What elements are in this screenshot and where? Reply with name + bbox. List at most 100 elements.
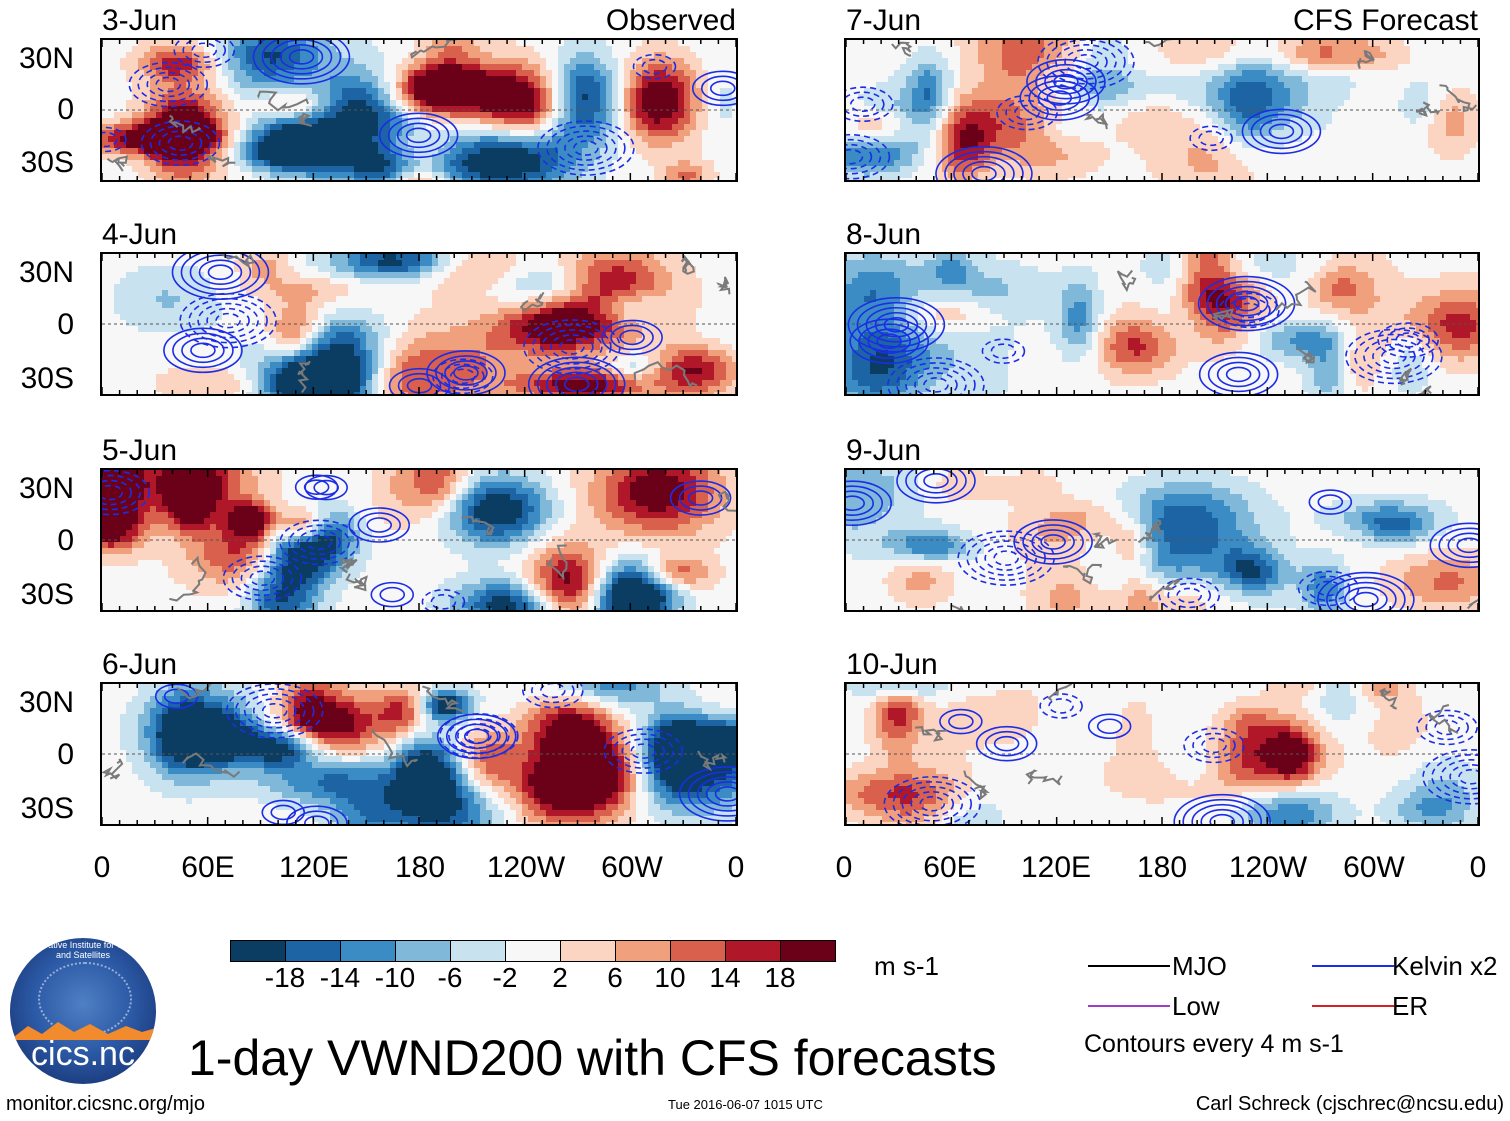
heatmap-cell — [204, 380, 211, 387]
heatmap-cell — [684, 154, 691, 161]
lat-label-eq-row4: 0 — [4, 740, 74, 770]
heatmap-cell — [474, 344, 481, 351]
heatmap-cell — [654, 82, 661, 89]
heatmap-cell — [702, 356, 709, 363]
heatmap-cell — [366, 58, 373, 65]
heatmap-cell — [444, 362, 451, 369]
heatmap-cell — [264, 46, 271, 53]
heatmap-cell — [186, 46, 193, 53]
heatmap-cell — [690, 308, 697, 315]
heatmap-cell — [348, 362, 355, 369]
heatmap-cell — [450, 178, 457, 180]
heatmap-cell — [672, 356, 679, 363]
heatmap-cell — [666, 362, 673, 369]
heatmap-cell — [444, 278, 451, 285]
heatmap-cell — [648, 290, 655, 297]
heatmap-cell — [408, 94, 415, 101]
heatmap-cell — [414, 314, 421, 321]
heatmap-cell — [660, 172, 667, 179]
heatmap-cell — [114, 290, 121, 297]
heatmap-cell — [396, 260, 403, 267]
heatmap-cell — [174, 106, 181, 113]
heatmap-cell — [438, 308, 445, 315]
heatmap-cell — [516, 308, 523, 315]
heatmap-cell — [330, 142, 337, 149]
heatmap-cell — [354, 308, 361, 315]
heatmap-cell — [288, 332, 295, 339]
heatmap-cell — [306, 260, 313, 267]
heatmap-cell — [354, 172, 361, 179]
heatmap-cell — [264, 344, 271, 351]
heatmap-cell — [414, 136, 421, 143]
heatmap-cell — [588, 40, 595, 47]
heatmap-cell — [624, 178, 631, 180]
heatmap-cell — [282, 332, 289, 339]
heatmap-cell — [396, 308, 403, 315]
heatmap-cell — [732, 154, 736, 161]
heatmap-cell — [198, 296, 205, 303]
heatmap-cell — [312, 338, 319, 345]
heatmap-cell — [348, 302, 355, 309]
heatmap-cell — [174, 266, 181, 273]
heatmap-cell — [312, 254, 319, 261]
heatmap-cell — [660, 314, 667, 321]
heatmap-cell — [306, 350, 313, 357]
heatmap-cell — [426, 88, 433, 95]
heatmap-cell — [342, 296, 349, 303]
heatmap-cell — [702, 76, 709, 83]
heatmap-cell — [570, 130, 577, 137]
heatmap-cell — [720, 82, 727, 89]
heatmap-cell — [150, 118, 157, 125]
heatmap-cell — [288, 296, 295, 303]
heatmap-cell — [672, 130, 679, 137]
heatmap-cell — [264, 290, 271, 297]
heatmap-cell — [426, 320, 433, 327]
heatmap-cell — [432, 64, 439, 71]
heatmap-cell — [354, 124, 361, 131]
heatmap-cell — [408, 260, 415, 267]
heatmap-cell — [720, 58, 727, 65]
heatmap-cell — [354, 64, 361, 71]
heatmap-cell — [642, 76, 649, 83]
heatmap-cell — [138, 58, 145, 65]
heatmap-cell — [720, 112, 727, 119]
heatmap-cell — [498, 172, 505, 179]
heatmap-cell — [156, 76, 163, 83]
heatmap-cell — [558, 296, 565, 303]
heatmap-cell — [456, 82, 463, 89]
heatmap-cell — [270, 106, 277, 113]
heatmap-cell — [216, 178, 223, 180]
heatmap-cell — [642, 374, 649, 381]
heatmap-cell — [630, 112, 637, 119]
heatmap-cell — [624, 100, 631, 107]
heatmap-cell — [108, 308, 115, 315]
heatmap-cell — [480, 70, 487, 77]
heatmap-cell — [486, 70, 493, 77]
heatmap-cell — [600, 136, 607, 143]
heatmap-cell — [186, 380, 193, 387]
kelvin-contour — [709, 80, 736, 97]
heatmap-cell — [366, 70, 373, 77]
heatmap-cell — [276, 100, 283, 107]
heatmap-cell — [354, 82, 361, 89]
heatmap-cell — [120, 142, 127, 149]
heatmap-cell — [624, 76, 631, 83]
heatmap-cell — [210, 178, 217, 180]
heatmap-cell — [414, 148, 421, 155]
heatmap-cell — [678, 344, 685, 351]
heatmap-cell — [342, 266, 349, 273]
heatmap-cell — [480, 314, 487, 321]
heatmap-cell — [492, 278, 499, 285]
heatmap-cell — [702, 70, 709, 77]
heatmap-cell — [168, 82, 175, 89]
heatmap-cell — [630, 70, 637, 77]
heatmap-cell — [102, 344, 109, 351]
heatmap-cell — [684, 70, 691, 77]
heatmap-cell — [252, 130, 259, 137]
heatmap-cell — [126, 58, 133, 65]
heatmap-cell — [600, 290, 607, 297]
heatmap-cell — [684, 320, 691, 327]
heatmap-cell — [444, 172, 451, 179]
heatmap-cell — [120, 254, 127, 261]
heatmap-cell — [696, 350, 703, 357]
